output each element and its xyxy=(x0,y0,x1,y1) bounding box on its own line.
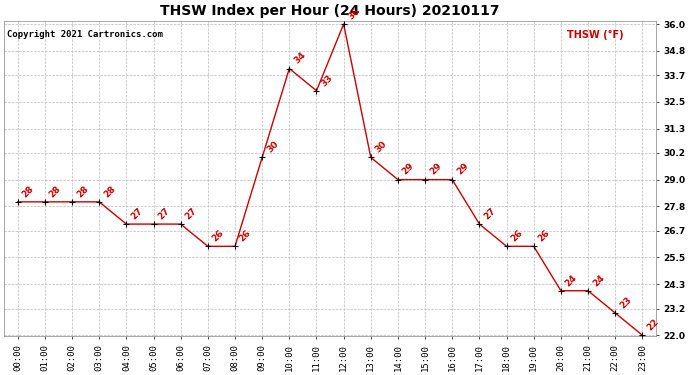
Text: THSW (°F): THSW (°F) xyxy=(566,30,623,40)
Text: 27: 27 xyxy=(482,206,497,221)
Text: 28: 28 xyxy=(75,184,90,199)
Text: 26: 26 xyxy=(210,228,226,243)
Text: 29: 29 xyxy=(428,162,443,177)
Text: 22: 22 xyxy=(645,317,660,332)
Text: 33: 33 xyxy=(319,73,335,88)
Text: 27: 27 xyxy=(129,206,144,221)
Text: 28: 28 xyxy=(102,184,117,199)
Text: 24: 24 xyxy=(564,273,579,288)
Text: 29: 29 xyxy=(401,162,416,177)
Text: Copyright 2021 Cartronics.com: Copyright 2021 Cartronics.com xyxy=(8,30,164,39)
Text: 34: 34 xyxy=(292,50,307,66)
Text: 27: 27 xyxy=(184,206,199,221)
Text: 36: 36 xyxy=(346,6,362,21)
Text: 24: 24 xyxy=(591,273,606,288)
Text: 26: 26 xyxy=(537,228,552,243)
Text: 30: 30 xyxy=(373,140,388,154)
Text: 26: 26 xyxy=(509,228,524,243)
Text: 27: 27 xyxy=(157,206,172,221)
Text: 30: 30 xyxy=(265,140,280,154)
Text: 28: 28 xyxy=(48,184,63,199)
Text: 28: 28 xyxy=(21,184,36,199)
Text: 29: 29 xyxy=(455,162,471,177)
Text: 23: 23 xyxy=(618,295,633,310)
Title: THSW Index per Hour (24 Hours) 20210117: THSW Index per Hour (24 Hours) 20210117 xyxy=(160,4,500,18)
Text: 26: 26 xyxy=(238,228,253,243)
